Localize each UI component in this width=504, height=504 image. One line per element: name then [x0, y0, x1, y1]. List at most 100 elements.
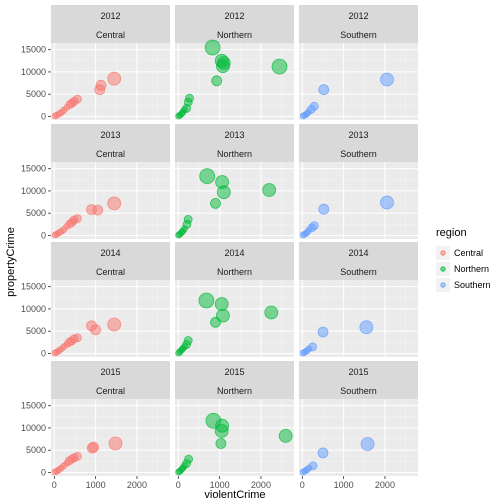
strip-label-region: Southern [340, 267, 377, 277]
strip-label-region: Southern [340, 30, 377, 40]
panel-background [175, 399, 294, 476]
y-tick-label: 5000 [26, 89, 46, 99]
y-tick-label: 0 [41, 467, 46, 477]
panel-2013-southern: 2013 Southern [299, 124, 418, 239]
x-tick-label: 2000 [375, 480, 395, 490]
x-tick-label: 2000 [251, 480, 271, 490]
data-point-northern [262, 183, 277, 197]
data-point-central [73, 333, 82, 343]
data-point-northern [183, 336, 193, 345]
data-point-southern [308, 461, 318, 471]
strip-label-region: Central [96, 267, 125, 277]
data-point-central [92, 204, 104, 216]
data-point-northern [216, 185, 231, 200]
data-point-northern [215, 438, 227, 449]
y-tick-label: 5000 [26, 208, 46, 218]
data-point-northern [198, 292, 215, 309]
data-point-central [108, 436, 123, 451]
data-point-northern [211, 75, 223, 87]
data-point-central [107, 71, 122, 86]
strip-label-year: 2012 [100, 11, 120, 21]
strip-label-year: 2013 [224, 130, 244, 140]
panel-2015-central: 2015 Central [51, 361, 170, 476]
panel-2012-northern: 2012 Northern [175, 5, 294, 120]
x-tick-label: 1000 [334, 480, 354, 490]
data-point-central [88, 441, 99, 453]
legend-label-central: Central [454, 248, 483, 258]
panel-background [299, 43, 418, 120]
data-point-southern [380, 195, 394, 210]
y-axis-title: propertyCrime [5, 227, 17, 297]
strip-label-region: Central [96, 30, 125, 40]
x-tick-label: 0 [300, 480, 305, 490]
y-tick-label: 0 [41, 348, 46, 358]
data-point-northern [199, 168, 216, 185]
data-point-southern [318, 203, 330, 215]
axes-layer: 0500010000150000500010000150000500010000… [21, 45, 395, 490]
facet-strip [175, 242, 294, 280]
data-point-central [107, 196, 122, 211]
strip-label-year: 2015 [348, 367, 368, 377]
data-point-southern [359, 320, 374, 335]
data-point-northern [278, 428, 293, 443]
data-point-northern [264, 305, 279, 320]
y-tick-label: 15000 [21, 164, 46, 174]
y-tick-label: 5000 [26, 445, 46, 455]
facet-strip [51, 124, 170, 162]
data-point-central [73, 94, 82, 104]
strip-label-year: 2013 [100, 130, 120, 140]
data-point-northern [204, 39, 221, 56]
facet-strip [175, 361, 294, 399]
legend-marker-central [440, 250, 446, 256]
panel-background [299, 399, 418, 476]
data-point-northern [205, 412, 222, 429]
legend: region Central Northern Southern [436, 227, 491, 292]
panel-background [175, 162, 294, 239]
data-point-northern [271, 58, 288, 75]
facet-strip [299, 361, 418, 399]
data-point-southern [309, 221, 319, 231]
y-tick-label: 15000 [21, 401, 46, 411]
data-point-northern [216, 56, 231, 70]
strip-label-region: Northern [217, 267, 252, 277]
data-point-central [95, 79, 107, 91]
data-point-southern [318, 84, 330, 96]
data-point-northern [183, 214, 193, 224]
y-tick-label: 15000 [21, 282, 46, 292]
panel-background [299, 162, 418, 239]
data-point-central [107, 317, 122, 332]
y-tick-label: 0 [41, 111, 46, 121]
panel-2012-central: 2012 Central [51, 5, 170, 120]
legend-marker-southern [440, 282, 446, 288]
legend-label-northern: Northern [454, 264, 489, 274]
strip-label-region: Northern [217, 149, 252, 159]
panel-background [175, 280, 294, 357]
strip-label-year: 2014 [348, 248, 368, 258]
x-tick-label: 2000 [127, 480, 147, 490]
legend-label-southern: Southern [454, 280, 491, 290]
panel-2015-southern: 2015 Southern [299, 361, 418, 476]
data-point-northern [185, 93, 194, 103]
data-point-southern [309, 101, 319, 111]
y-tick-label: 5000 [26, 326, 46, 336]
strip-label-region: Central [96, 149, 125, 159]
data-point-southern [317, 447, 329, 459]
strip-label-year: 2015 [100, 367, 120, 377]
data-point-central [73, 451, 82, 461]
data-point-northern [210, 197, 221, 209]
data-point-northern [184, 454, 194, 464]
x-axis-title: violentCrime [204, 489, 265, 501]
facet-strip [299, 242, 418, 280]
x-tick-label: 0 [52, 480, 57, 490]
x-tick-label: 1000 [210, 480, 230, 490]
y-tick-label: 0 [41, 230, 46, 240]
facet-strip [175, 124, 294, 162]
strip-label-region: Southern [340, 149, 377, 159]
facet-strip [51, 242, 170, 280]
data-point-southern [308, 342, 318, 352]
strip-label-year: 2014 [224, 248, 244, 258]
data-point-southern [360, 437, 375, 451]
strip-label-year: 2012 [224, 11, 244, 21]
panel-2014-northern: 2014 Northern [175, 242, 294, 357]
